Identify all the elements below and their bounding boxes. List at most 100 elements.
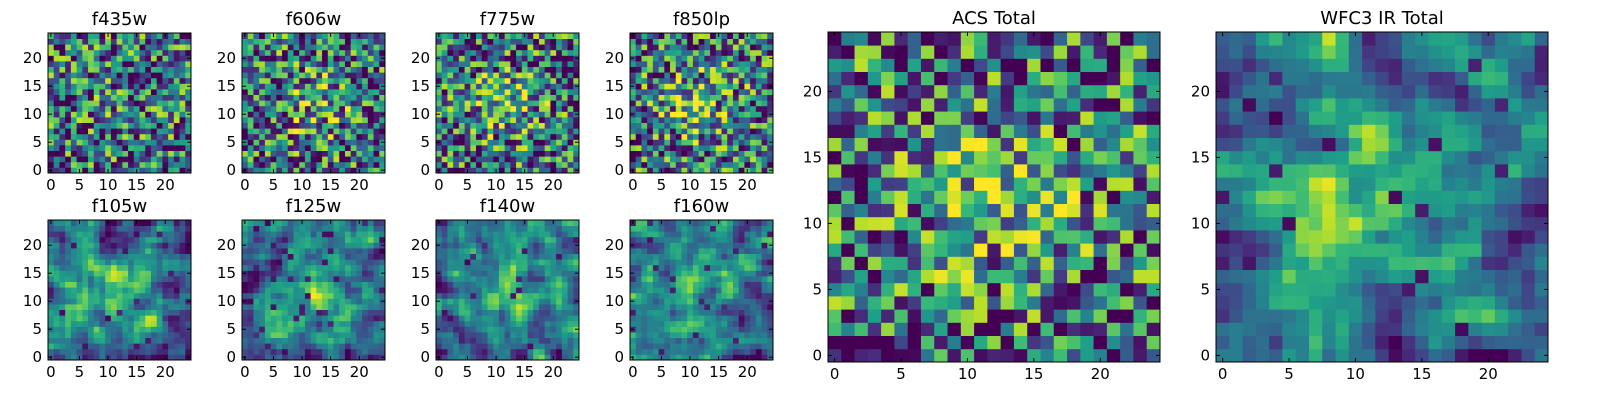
heatmap-cell — [755, 72, 762, 79]
heatmap-cell — [65, 111, 72, 118]
heatmap-cell — [168, 145, 175, 151]
heatmap-cell — [53, 156, 60, 163]
heatmap-cell — [282, 354, 289, 361]
heatmap-cell — [692, 150, 700, 157]
heatmap-cell — [687, 276, 694, 282]
heatmap-cell — [116, 248, 123, 254]
heatmap-cell — [533, 264, 540, 271]
heatmap-cell — [738, 145, 745, 151]
heatmap-cell — [133, 72, 140, 79]
heatmap-cell — [110, 49, 118, 56]
heatmap-cell — [658, 276, 665, 282]
heatmap-cell — [715, 117, 722, 123]
heatmap-cell — [470, 332, 477, 338]
heatmap-cell — [93, 315, 100, 322]
heatmap-cell — [453, 332, 460, 338]
heatmap-cell — [327, 315, 334, 322]
heatmap-cell — [704, 33, 711, 39]
heatmap-cell — [692, 111, 700, 118]
heatmap-cell — [242, 49, 249, 56]
heatmap-cell — [133, 150, 140, 157]
heatmap-cell — [304, 270, 312, 277]
heatmap-cell — [504, 287, 511, 294]
heatmap-cell — [670, 309, 677, 316]
heatmap-cell — [139, 287, 146, 294]
heatmap-cell — [344, 111, 352, 118]
heatmap-cell — [687, 304, 694, 310]
heatmap-cell — [476, 89, 483, 95]
heatmap-cell — [658, 139, 665, 146]
heatmap-cell — [150, 343, 158, 350]
heatmap-cell — [145, 44, 152, 51]
panel-title: f435w — [92, 9, 147, 30]
heatmap-cell — [761, 326, 768, 333]
heatmap-cell — [99, 315, 106, 322]
heatmap-cell — [88, 77, 95, 84]
heatmap-cell — [105, 270, 112, 277]
heatmap-cell — [504, 72, 511, 79]
heatmap-cell — [470, 105, 477, 112]
heatmap-cell — [82, 264, 89, 271]
heatmap-cell — [327, 117, 334, 123]
x-tick-label: 20 — [350, 363, 369, 381]
heatmap-cell — [88, 38, 95, 45]
heatmap-cell — [647, 117, 654, 123]
heatmap-cell — [664, 33, 671, 39]
heatmap-cell — [185, 66, 192, 73]
heatmap-cell — [550, 94, 557, 101]
heatmap-cell — [339, 264, 346, 271]
heatmap-cell — [538, 231, 546, 238]
heatmap-cell — [727, 145, 734, 151]
heatmap-cell — [356, 292, 363, 299]
heatmap-cell — [630, 145, 637, 151]
x-tick-label: 10 — [681, 176, 700, 194]
heatmap-cell — [179, 343, 186, 350]
heatmap-cell — [322, 287, 329, 294]
heatmap-cell — [453, 276, 460, 282]
heatmap-cell — [556, 161, 563, 168]
heatmap-cell — [573, 38, 580, 45]
heatmap-cell — [481, 276, 488, 282]
heatmap-cell — [652, 66, 659, 73]
heatmap-cell — [82, 225, 89, 232]
y-tick-label: 5 — [614, 133, 624, 151]
heatmap-cell — [185, 343, 192, 350]
heatmap-cell — [664, 94, 671, 101]
heatmap-cell — [122, 61, 129, 67]
heatmap-cell — [652, 309, 659, 316]
heatmap-cell — [761, 89, 768, 95]
heatmap-cell — [173, 167, 180, 174]
heatmap-cell — [310, 292, 317, 299]
heatmap-cell — [692, 304, 700, 310]
heatmap-cell — [436, 332, 443, 338]
heatmap-cell — [573, 348, 580, 355]
heatmap-cell — [270, 287, 277, 294]
heatmap-cell — [470, 320, 477, 327]
heatmap-cell — [168, 315, 175, 322]
heatmap-cell — [99, 348, 106, 355]
heatmap-cell — [247, 337, 254, 344]
heatmap-cell — [670, 44, 677, 51]
heatmap-cell — [516, 139, 523, 146]
heatmap-cell — [498, 220, 506, 226]
heatmap-cell — [767, 156, 774, 163]
heatmap-cell — [156, 320, 163, 327]
heatmap-cell — [139, 225, 146, 232]
heatmap-cell — [93, 38, 100, 45]
heatmap-cell — [573, 264, 580, 271]
heatmap-cell — [253, 304, 260, 310]
heatmap-cell — [185, 33, 192, 39]
heatmap-cell — [516, 150, 523, 157]
heatmap-cell — [767, 33, 774, 39]
heatmap-cell — [88, 326, 95, 333]
heatmap-cell — [145, 100, 152, 107]
heatmap-cell — [487, 150, 494, 157]
heatmap-cell — [362, 83, 369, 90]
heatmap-cell — [476, 161, 483, 168]
heatmap-cell — [110, 150, 118, 157]
heatmap-cell — [533, 281, 540, 288]
heatmap-cell — [373, 133, 380, 140]
heatmap-cell — [567, 105, 574, 112]
heatmap-cell — [544, 225, 551, 232]
